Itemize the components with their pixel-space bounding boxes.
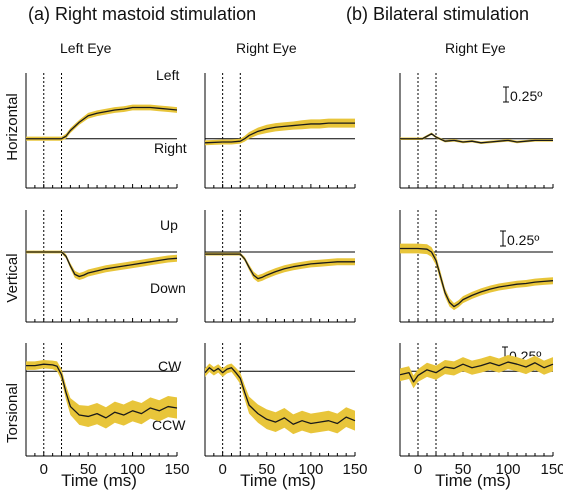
x-tick-label: 50: [80, 461, 97, 478]
header-b: (b) Bilateral stimulation: [346, 4, 529, 24]
panel-b-right-eye-horizontal: [399, 73, 554, 189]
x-tick-label: 50: [258, 461, 275, 478]
panel-a-right-eye-torsional: 0 50 100 150: [204, 343, 368, 478]
confidence-band: [26, 250, 177, 280]
header-a: (a) Right mastoid stimulation: [28, 4, 256, 24]
mean-trace: [26, 363, 178, 419]
mean-trace: [205, 253, 355, 280]
mean-trace: [204, 367, 356, 425]
panel-a-left-eye-torsional: 0 50 100 150: [25, 343, 190, 478]
confidence-band: [26, 359, 177, 429]
row-label-vertical: Vertical: [4, 253, 21, 302]
confidence-band: [205, 363, 355, 435]
confidence-band: [205, 252, 355, 283]
confidence-band: [26, 104, 177, 141]
confidence-band: [400, 355, 553, 389]
direction-label-left: Left: [156, 67, 179, 83]
mean-trace: [204, 122, 355, 144]
confidence-band: [400, 243, 553, 311]
x-tick-label: 150: [342, 461, 367, 478]
panels: 0 50 100 150 0 50 100 150 0 50 100 150: [25, 73, 563, 478]
col-label-right-eye-a: Right Eye: [236, 40, 297, 56]
x-tick-label: 100: [120, 461, 145, 478]
panel-a-left-eye-vertical: [25, 210, 178, 323]
mean-trace: [26, 251, 178, 278]
scale-bar-1: 0.25º: [503, 86, 542, 104]
panel-a-right-eye-horizontal: [204, 73, 356, 189]
x-tick-label: 50: [455, 461, 472, 478]
x-axis-label-col2: Time (ms): [240, 471, 316, 490]
mean-trace: [400, 247, 554, 308]
scale-bar-label: 0.25º: [510, 88, 542, 104]
x-tick-label: 0: [218, 461, 226, 478]
row-label-torsional: Torsional: [4, 383, 21, 443]
x-tick-label: 150: [164, 461, 189, 478]
direction-label-cw: CW: [158, 358, 182, 374]
col-label-right-eye-b: Right Eye: [445, 40, 506, 56]
direction-label-ccw: CCW: [152, 417, 186, 433]
panel-a-right-eye-vertical: [204, 210, 356, 323]
scale-bar-2: 0.25º: [500, 230, 539, 248]
col-label-left-eye: Left Eye: [60, 40, 112, 56]
mean-trace: [399, 361, 554, 383]
panel-a-left-eye-horizontal: [25, 73, 178, 189]
panel-b-right-eye-torsional: 0 50 100 150: [399, 343, 563, 478]
scale-bar-label: 0.25º: [507, 232, 539, 248]
direction-label-up: Up: [160, 217, 178, 233]
x-tick-label: 150: [540, 461, 563, 478]
panel-b-right-eye-vertical: [399, 210, 554, 323]
x-tick-label: 0: [414, 461, 422, 478]
x-tick-label: 0: [40, 461, 48, 478]
mean-trace: [400, 133, 553, 144]
x-axis-label-col3: Time (ms): [435, 471, 511, 490]
x-tick-label: 100: [298, 461, 323, 478]
x-tick-label: 100: [495, 461, 520, 478]
direction-label-right: Right: [154, 140, 187, 156]
mean-trace: [26, 106, 178, 140]
x-axis-label-col1: Time (ms): [61, 471, 137, 490]
confidence-band: [205, 118, 355, 146]
direction-label-down: Down: [150, 280, 186, 296]
row-label-horizontal: Horizontal: [4, 93, 21, 161]
